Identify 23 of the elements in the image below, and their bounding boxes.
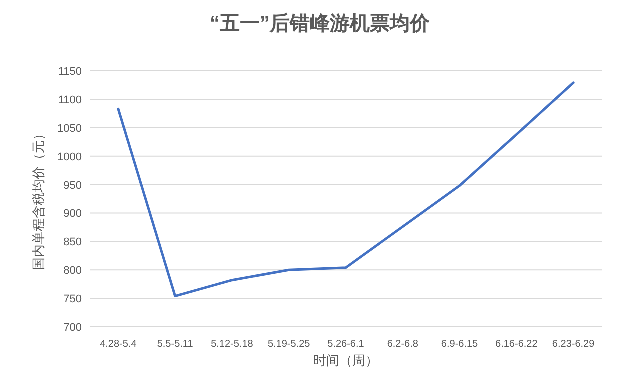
y-tick-label: 1150 <box>58 66 82 78</box>
x-tick-label: 6.23-6.29 <box>552 339 596 350</box>
y-tick-label: 900 <box>64 208 82 220</box>
x-tick-label: 5.5-5.11 <box>157 339 194 350</box>
y-tick-label: 800 <box>64 265 82 278</box>
x-tick-label: 6.2-6.8 <box>387 339 419 350</box>
x-axis-title: 时间（周） <box>314 353 378 367</box>
x-tick-label: 6.16-6.22 <box>496 339 538 350</box>
x-tick-label: 4.28-5.4 <box>100 339 138 350</box>
y-tick-label: 1000 <box>58 151 82 164</box>
y-tick-label: 850 <box>64 236 82 249</box>
y-tick-label: 1050 <box>58 122 82 135</box>
y-tick-label: 700 <box>64 322 82 334</box>
y-tick-label: 750 <box>64 294 82 306</box>
y-tick-label: 950 <box>64 180 82 192</box>
y-axis-title: 国内单程含税均价（元） <box>31 128 46 270</box>
y-tick-label: 1100 <box>58 94 82 106</box>
x-tick-label: 6.9-6.15 <box>441 339 479 350</box>
chart-title: “五一”后错峰游机票均价 <box>210 12 431 35</box>
x-tick-label: 5.12-5.18 <box>211 339 254 350</box>
x-tick-label: 5.26-6.1 <box>328 339 365 350</box>
line-series <box>117 82 575 298</box>
x-tick-label: 5.19-5.25 <box>268 339 311 350</box>
